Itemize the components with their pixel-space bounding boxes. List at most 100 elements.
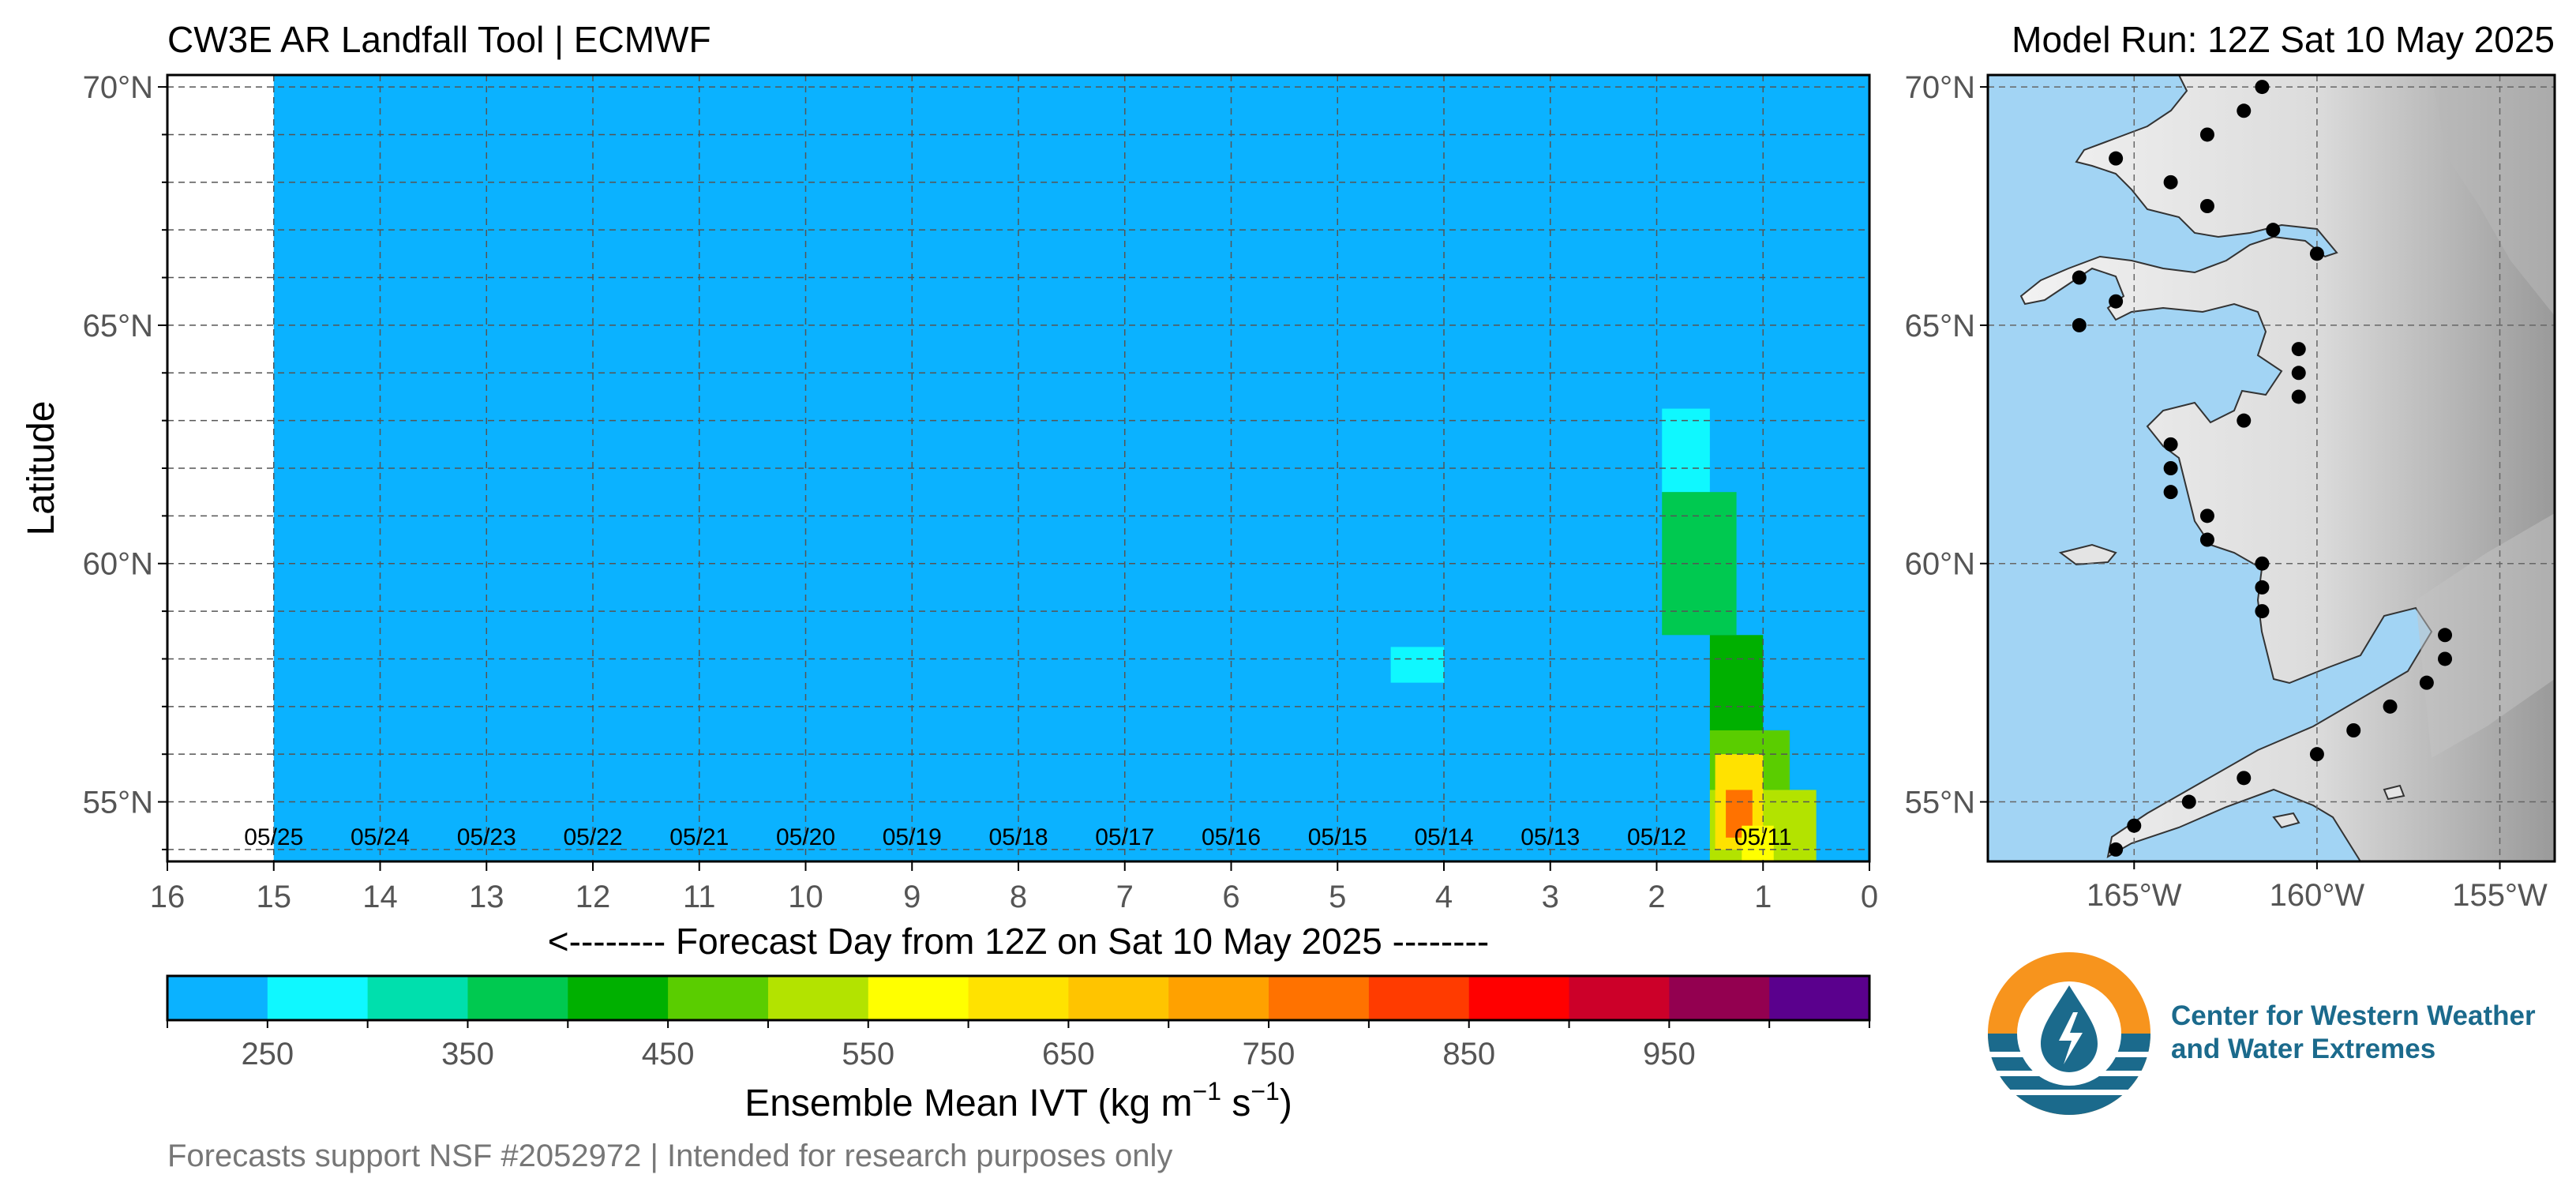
landfall-point [2109,151,2124,166]
x-tick-label: 10 [788,880,823,914]
ivt-cell [1662,408,1710,493]
colorbar-tick-label: 650 [1042,1037,1095,1071]
landfall-point [2291,366,2306,381]
alaska-landfall-map: 165°W 160°W 155°W 55°N 60°N 65°N 70°N [1905,70,2556,913]
colorbar-swatch [1168,976,1269,1020]
logo-wave-line [1988,1090,2150,1095]
colorbar-swatch [1269,976,1370,1020]
colorbar-swatch [968,976,1069,1020]
colorbar-frame [166,974,1871,1022]
landfall-point [2438,651,2453,666]
date-label: 05/14 [1414,824,1473,850]
landfall-point [2127,818,2142,833]
date-label: 05/21 [669,824,729,850]
landfall-point [2199,199,2214,213]
landfall-point [2255,556,2270,571]
date-label: 05/16 [1202,824,1261,850]
x-tick-label: 11 [683,880,716,914]
date-label: 05/20 [776,824,835,850]
x-tick-label: 12 [576,880,611,914]
map-land-shading [2432,75,2555,316]
footer-note: Forecasts support NSF #2052972 | Intende… [167,1139,1172,1173]
colorbar-swatch [367,976,468,1020]
logo-text-line2: and Water Extremes [2171,1034,2435,1064]
landfall-point [2419,675,2434,690]
map-land [2019,75,2555,861]
colorbar-tick-label: 450 [642,1037,695,1071]
landfall-point [2163,461,2178,475]
colorbar-swatch [1068,976,1169,1020]
model-run-label: Model Run: 12Z Sat 10 May 2025 [2012,19,2555,60]
colorbar-swatch [167,976,268,1020]
date-label: 05/15 [1308,824,1367,850]
map-y-tick-label: 55°N [1905,786,1975,820]
y-tick-label: 70°N [83,70,153,105]
map-y-tick-label: 60°N [1905,547,1975,582]
colorbar-swatch [1769,976,1870,1020]
landfall-point [2181,794,2196,809]
x-tick-label: 9 [903,880,921,914]
colorbar-swatch [568,976,669,1020]
ivt-background-field [273,75,1869,861]
colorbar-tick-label: 950 [1643,1037,1696,1071]
map-y-tick-label: 70°N [1905,70,1975,105]
colorbar-swatch [668,976,769,1020]
colorbar-label-exp1: −1 [1193,1077,1221,1105]
chart-title: CW3E AR Landfall Tool | ECMWF [167,19,711,60]
hovmoller-heatmap: 05/25 05/24 05/23 05/22 05/21 05/20 05/19 05/18… [83,70,1879,914]
map-y-tick-label: 65°N [1905,309,1975,343]
colorbar-swatch [1368,976,1470,1020]
map-x-tick-label: 160°W [2270,878,2365,913]
colorbar-tick-label: 350 [441,1037,494,1071]
colorbar-label: Ensemble Mean IVT (kg m−1 s−1) [744,1077,1292,1124]
date-label: 05/23 [457,824,516,850]
x-tick-label: 1 [1754,880,1772,914]
map-land-shading [2416,513,2555,758]
landfall-point [2199,127,2214,142]
landfall-point [2072,270,2087,285]
colorbar-tick-label: 550 [842,1037,894,1071]
date-label: 05/11 [1734,824,1792,850]
date-label: 05/12 [1627,824,1686,850]
map-island [2272,812,2300,829]
x-tick-label: 2 [1648,880,1665,914]
map-x-tick-label: 165°W [2087,878,2182,913]
landfall-point [2163,485,2178,500]
landfall-point [2199,532,2214,547]
landfall-point [2237,413,2252,428]
landfall-point [2309,747,2324,762]
x-tick-label: 8 [1010,880,1027,914]
x-tick-label: 7 [1116,880,1134,914]
ivt-cell [1390,647,1444,683]
ivt-cell [1742,825,1774,861]
colorbar-label-exp2: −1 [1251,1077,1279,1105]
logo-text-line1: Center for Western Weather [2171,1000,2536,1031]
x-tick-label: 3 [1542,880,1559,914]
x-tick-label: 16 [150,880,186,914]
date-label: 05/13 [1520,824,1580,850]
colorbar-swatch [1569,976,1670,1020]
y-tick-label: 65°N [83,309,153,343]
landfall-point [2199,508,2214,523]
landfall-point [2237,771,2252,786]
x-tick-label: 13 [469,880,504,914]
landfall-point [2255,80,2270,95]
landfall-point [2383,699,2398,714]
y-tick-label: 55°N [83,786,153,820]
landfall-point [2237,103,2252,118]
landfall-point [2266,223,2281,238]
x-tick-label: 0 [1861,880,1878,914]
colorbar-tick-label: 250 [241,1037,294,1071]
landfall-point [2109,842,2124,857]
landfall-point [2438,628,2453,643]
landfall-point [2255,580,2270,595]
lightning-icon [2059,1012,2083,1064]
x-tick-label: 4 [1435,880,1453,914]
map-frame [1986,73,2556,863]
date-label: 05/24 [351,824,410,850]
colorbar-label-main: Ensemble Mean IVT (kg m [744,1083,1192,1124]
colorbar-swatch [1669,976,1770,1020]
y-tick-label: 60°N [83,547,153,582]
colorbar-swatch [1468,976,1570,1020]
map-island [2383,784,2405,801]
